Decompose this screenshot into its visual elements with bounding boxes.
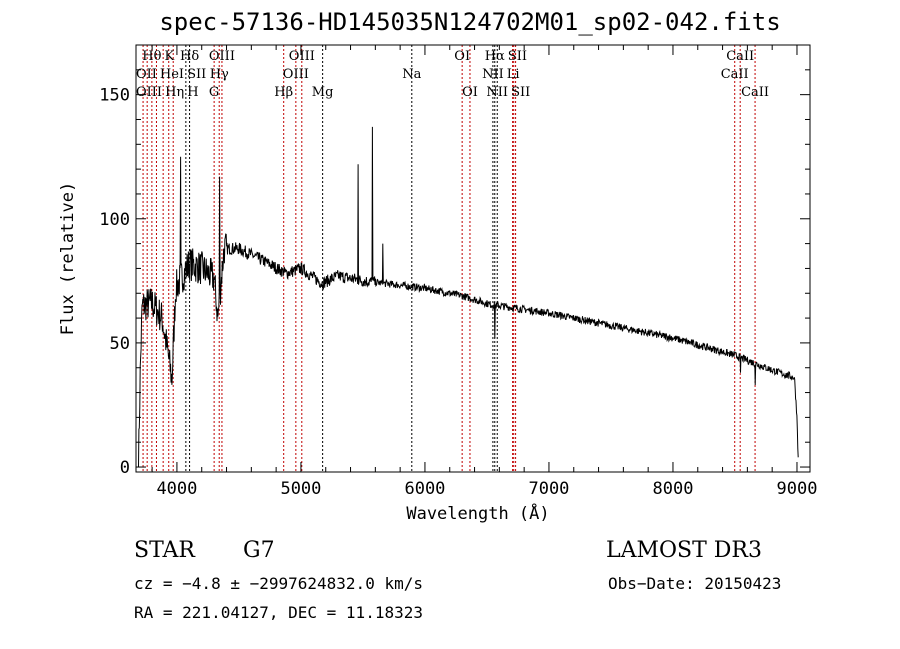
spectral-line-label: OIII	[209, 49, 235, 64]
spectral-line-label: Hβ	[274, 85, 293, 100]
x-tick-label: 7000	[528, 479, 569, 499]
object-subclass: G7	[243, 538, 275, 563]
spectral-line-label: CaII	[721, 67, 749, 82]
x-tick-label: 4000	[156, 479, 197, 499]
survey-label: LAMOST DR3	[606, 538, 762, 563]
plot-frame	[135, 44, 811, 473]
spectral-line-label: OI	[462, 85, 478, 100]
x-tick-label: 8000	[652, 479, 693, 499]
y-axis-label: Flux (relative)	[58, 182, 78, 336]
spectral-line-label: Hδ	[180, 49, 199, 64]
x-axis-label: Wavelength (Å)	[406, 502, 549, 524]
spectral-line-label: OI	[454, 49, 470, 64]
spectral-line-label: OIII	[283, 67, 309, 82]
y-tick-label: 50	[110, 334, 130, 354]
spectral-line-label: K	[165, 49, 175, 64]
spectral-line-label: Hη	[165, 85, 184, 100]
object-class: STAR	[134, 538, 195, 563]
spectral-line-label: H	[187, 85, 198, 100]
spectral-line-label: CaII	[741, 85, 769, 100]
spectral-line-label: Hα	[485, 49, 505, 64]
spectral-line-label: OII	[136, 67, 157, 82]
y-tick-label: 100	[99, 210, 130, 230]
spectral-line-label: SII	[187, 67, 206, 82]
spectral-line-label: Li	[507, 67, 520, 82]
y-tick-label: 0	[120, 458, 130, 478]
spectral-line-label: HeI	[160, 67, 184, 82]
x-tick-label: 9000	[777, 479, 818, 499]
spectrum-line	[138, 126, 799, 468]
spectral-line-label: OIII	[289, 49, 315, 64]
chart-title: spec-57136-HD145035N124702M01_sp02-042.f…	[159, 8, 781, 36]
coordinates: RA = 221.04127, DEC = 11.18323	[134, 603, 423, 622]
x-tick-label: 5000	[280, 479, 321, 499]
x-tick-label: 6000	[404, 479, 445, 499]
spectral-line-label: NII	[482, 67, 504, 82]
y-tick-label: 150	[99, 86, 130, 106]
spectral-line-label: G	[209, 85, 219, 100]
spectral-line-label: Hθ	[142, 49, 161, 64]
redshift-text: cz = −4.8 ± −2997624832.0 km/s	[134, 574, 423, 593]
spectral-line-label: Hγ	[210, 67, 229, 82]
spectral-line-label: Mg	[312, 85, 334, 100]
obs-date: Obs−Date: 20150423	[608, 574, 782, 593]
spectral-line-label: SII	[508, 49, 527, 64]
spectral-line-label: NII	[486, 85, 508, 100]
spectral-line-label: SII	[511, 85, 530, 100]
spectral-line-label: CaII	[726, 49, 754, 64]
spectral-line-label: Na	[402, 67, 421, 82]
spectral-line-label: OIII	[136, 85, 162, 100]
